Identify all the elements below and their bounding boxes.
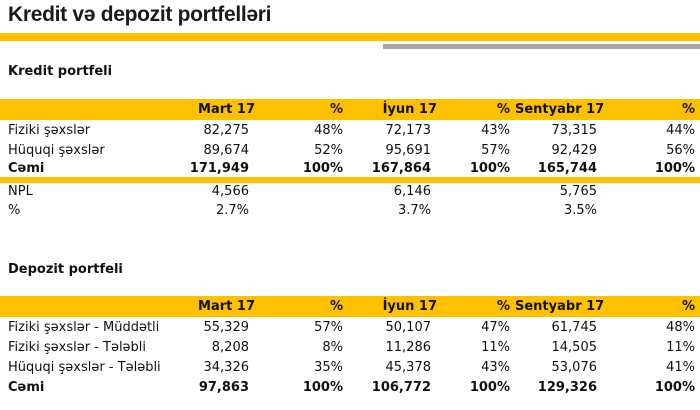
row-label: Hüquqi şəxslər - Tələbli [8, 359, 161, 375]
percent-cell: 8% [322, 339, 343, 355]
percent-cell: 43% [481, 122, 510, 138]
table-row: Fiziki şəxslər - Tələbli 8,208 8% 11,286… [0, 337, 700, 357]
percent-cell: 57% [481, 142, 510, 158]
column-header-empty [0, 296, 165, 317]
kredit-table: Mart 17 % İyun 17 % Sentyabr 17 % Fiziki… [0, 99, 700, 220]
value-cell: 97,863 [198, 379, 249, 395]
percent-cell: 41% [666, 359, 695, 375]
percent-cell: 11% [666, 339, 695, 355]
kredit-section-heading: Kredit portfeli [8, 64, 113, 79]
value-cell: 106,772 [371, 379, 431, 395]
npl-row: NPL 4,566 6,146 5,765 [0, 180, 700, 200]
row-label: % [8, 202, 21, 218]
title-accent-bar-yellow [0, 33, 700, 41]
column-header-iyun17: İyun 17 [348, 99, 440, 120]
column-header-percent-1: % [258, 99, 348, 120]
value-cell: 34,326 [203, 359, 250, 375]
value-cell: 53,076 [551, 359, 598, 375]
value-cell: 45,378 [385, 359, 432, 375]
table-row: Hüquqi şəxslər 89,674 52% 95,691 57% 92,… [0, 140, 700, 160]
empty-cell [440, 180, 515, 200]
row-label: Fiziki şəxslər [8, 122, 91, 138]
value-cell: 14,505 [551, 339, 598, 355]
table-row: Hüquqi şəxslər - Tələbli 34,326 35% 45,3… [0, 357, 700, 377]
column-header-percent-3: % [606, 99, 700, 120]
column-header-percent-2: % [440, 99, 515, 120]
percent-cell: 48% [314, 122, 343, 138]
empty-cell [606, 200, 700, 220]
value-cell: 50,107 [385, 319, 432, 335]
percent-cell: 100% [654, 379, 695, 395]
row-label: Fiziki şəxslər - Müddətli [8, 319, 160, 335]
table-row: Fiziki şəxslər 82,275 48% 72,173 43% 73,… [0, 120, 700, 140]
percent-cell: 44% [666, 122, 695, 138]
row-label: Fiziki şəxslər - Tələbli [8, 339, 147, 355]
value-cell: 89,674 [203, 142, 250, 158]
depozit-header-row: Mart 17 % İyun 17 % Sentyabr 17 % [0, 296, 700, 317]
row-label: Cəmi [0, 160, 165, 183]
column-header-mart17: Mart 17 [165, 296, 258, 317]
total-row: Cəmi 97,863 100% 106,772 100% 129,326 10… [0, 377, 700, 397]
percent-cell: 100% [469, 379, 510, 395]
percent-cell: 100% [440, 160, 515, 183]
value-cell: 129,326 [537, 379, 597, 395]
percent-cell: 48% [666, 319, 695, 335]
value-cell: 72,173 [385, 122, 432, 138]
row-label: Cəmi [8, 379, 45, 395]
empty-cell [258, 180, 348, 200]
column-header-iyun17: İyun 17 [348, 296, 440, 317]
value-cell: 4,566 [211, 184, 249, 199]
percent-cell: 100% [258, 160, 348, 183]
value-cell: 5,765 [559, 184, 597, 199]
column-header-percent-3: % [606, 296, 700, 317]
percent-cell: 47% [481, 319, 510, 335]
value-cell: 165,744 [515, 160, 606, 183]
kredit-table-wrapper: Mart 17 % İyun 17 % Sentyabr 17 % Fiziki… [0, 99, 700, 220]
percent-cell: 100% [606, 160, 700, 183]
value-cell: 171,949 [165, 160, 258, 183]
value-cell: 167,864 [348, 160, 440, 183]
value-cell: 11,286 [385, 339, 432, 355]
depozit-section-heading: Depozit portfeli [8, 262, 123, 277]
percent-cell: 56% [666, 142, 695, 158]
value-cell: 2.7% [215, 202, 249, 218]
value-cell: 8,208 [211, 339, 249, 355]
column-header-mart17: Mart 17 [165, 99, 258, 120]
value-cell: 6,146 [393, 184, 431, 199]
table-row: Fiziki şəxslər - Müddətli 55,329 57% 50,… [0, 317, 700, 337]
title-accent-bar-gray [383, 44, 700, 49]
row-label: NPL [8, 184, 33, 199]
value-cell: 3.7% [397, 202, 431, 218]
page-title: Kredit və depozit portfelləri [8, 3, 272, 26]
value-cell: 82,275 [203, 122, 250, 138]
value-cell: 61,745 [551, 319, 598, 335]
percent-cell: 11% [481, 339, 510, 355]
empty-cell [258, 200, 348, 220]
column-header-sentyabr17: Sentyabr 17 [515, 99, 606, 120]
depozit-table-wrapper: Mart 17 % İyun 17 % Sentyabr 17 % Fiziki… [0, 296, 700, 397]
kredit-header-row: Mart 17 % İyun 17 % Sentyabr 17 % [0, 99, 700, 120]
percent-cell: 35% [314, 359, 343, 375]
empty-cell [606, 180, 700, 200]
depozit-table: Mart 17 % İyun 17 % Sentyabr 17 % Fiziki… [0, 296, 700, 397]
column-header-sentyabr17: Sentyabr 17 [515, 296, 606, 317]
column-header-percent-1: % [258, 296, 348, 317]
column-header-empty [0, 99, 165, 120]
total-row: Cəmi 171,949 100% 167,864 100% 165,744 1… [0, 160, 700, 183]
row-label: Hüquqi şəxslər [8, 142, 105, 158]
npl-percent-row: % 2.7% 3.7% 3.5% [0, 200, 700, 220]
value-cell: 92,429 [551, 142, 598, 158]
value-cell: 95,691 [385, 142, 432, 158]
empty-cell [440, 200, 515, 220]
percent-cell: 52% [314, 142, 343, 158]
value-cell: 3.5% [563, 202, 597, 218]
value-cell: 55,329 [203, 319, 250, 335]
percent-cell: 43% [481, 359, 510, 375]
percent-cell: 57% [314, 319, 343, 335]
value-cell: 73,315 [551, 122, 598, 138]
column-header-percent-2: % [440, 296, 515, 317]
percent-cell: 100% [302, 379, 343, 395]
